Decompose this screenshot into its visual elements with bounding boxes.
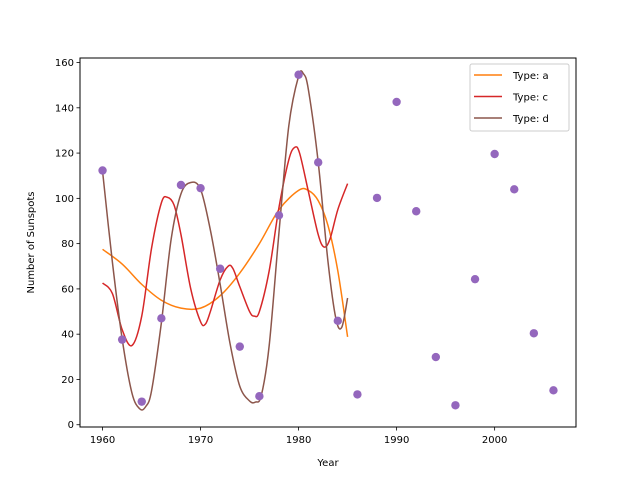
scatter-point	[510, 185, 519, 194]
scatter-point	[294, 70, 303, 79]
scatter-layer	[98, 70, 558, 410]
y-tick-label: 100	[55, 194, 74, 205]
scatter-point	[117, 335, 127, 344]
y-tick-label: 160	[55, 58, 74, 69]
scatter-point	[157, 314, 166, 323]
y-axis-label: Number of Sunspots	[26, 192, 37, 294]
scatter-point	[98, 166, 107, 175]
scatter-point	[314, 158, 323, 167]
scatter-point	[235, 342, 244, 351]
legend-box	[469, 63, 570, 132]
series-line-2	[102, 146, 349, 347]
y-tick-label: 140	[55, 103, 74, 114]
y-tick-label: 120	[55, 149, 74, 160]
scatter-point	[470, 274, 480, 284]
scatter-point	[215, 264, 225, 273]
x-tick-label: 1960	[90, 435, 115, 446]
scatter-point	[529, 329, 539, 338]
y-tick-label: 0	[68, 420, 74, 431]
y-tick-label: 80	[61, 239, 74, 250]
scatter-point	[137, 397, 146, 406]
scatter-point	[549, 386, 558, 395]
x-tick-label: 1990	[384, 435, 409, 446]
scatter-point	[392, 97, 401, 107]
series-line-1	[102, 187, 349, 338]
legend-label-1: Type: a	[512, 71, 549, 82]
scatter-point	[176, 180, 186, 190]
scatter-point	[372, 193, 382, 203]
plot-frame	[79, 57, 577, 428]
scatter-point	[353, 390, 362, 399]
scatter-point	[451, 401, 460, 410]
y-tick-label: 60	[61, 284, 74, 295]
scatter-point	[490, 149, 499, 159]
y-axis-ticks: 0 20 40 60 80 100 120 140 160	[55, 58, 80, 431]
legend-label-2: Type: c	[512, 93, 548, 104]
x-axis-ticks: 1960 1970 1980 1990 2000	[90, 427, 507, 446]
x-tick-label: 2000	[482, 435, 507, 446]
legend-label-3: Type: d	[512, 114, 549, 125]
series-layer	[101, 70, 349, 411]
scatter-point	[412, 207, 421, 216]
x-tick-label: 1980	[286, 435, 311, 446]
scatter-point	[431, 352, 441, 362]
series-line-3	[101, 70, 349, 411]
scatter-point	[196, 183, 205, 193]
legend: Type: a Type: c Type: d	[469, 63, 570, 132]
scatter-point	[255, 392, 264, 401]
x-axis-label: Year	[316, 458, 339, 469]
y-tick-label: 20	[61, 375, 74, 386]
scatter-point	[333, 316, 342, 326]
scatter-point	[274, 211, 284, 220]
x-tick-label: 1970	[188, 435, 213, 446]
y-tick-label: 40	[61, 330, 74, 341]
